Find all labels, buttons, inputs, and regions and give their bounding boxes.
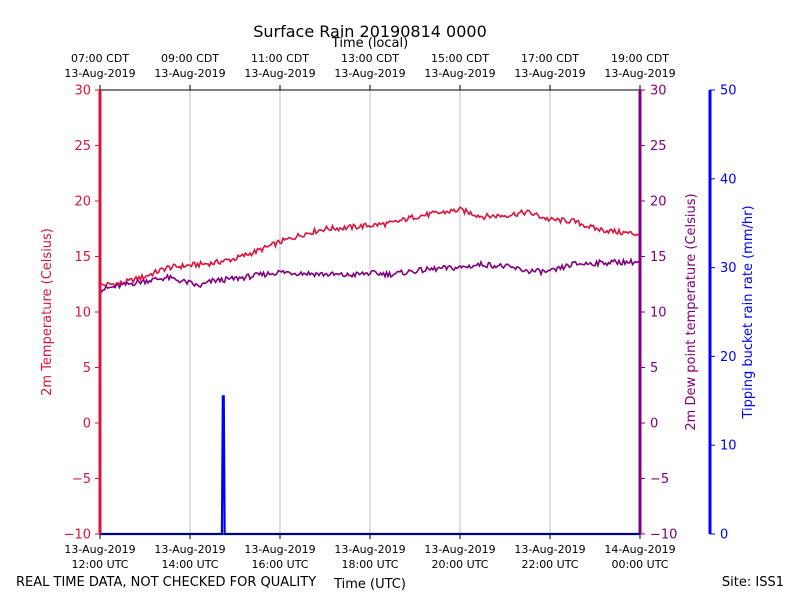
left-axis-label: 2m Temperature (Celsius) <box>40 228 55 396</box>
right1-tick-label: 20 <box>650 195 667 210</box>
series-line-right1 <box>99 257 641 294</box>
left-tick-label: 5 <box>83 361 91 376</box>
top-tick-label-date: 13-Aug-2019 <box>244 67 315 80</box>
right2-tick-label: 20 <box>720 350 737 365</box>
right2-tick-label: 40 <box>720 172 737 187</box>
top-tick-label-date: 13-Aug-2019 <box>64 67 135 80</box>
right2-tick-label: 50 <box>720 84 737 99</box>
top-tick-label-time: 09:00 CDT <box>161 52 219 65</box>
grid-lines <box>189 90 551 534</box>
top-axis-label: Time (local) <box>331 36 408 51</box>
bottom-tick-label-date: 13-Aug-2019 <box>64 543 135 556</box>
right1-tick-label: 0 <box>650 417 658 432</box>
bottom-tick-label-time: 16:00 UTC <box>251 558 308 571</box>
chart-title: Surface Rain 20190814 0000 <box>253 22 487 41</box>
bottom-tick-label-time: 20:00 UTC <box>431 558 488 571</box>
axes <box>98 89 712 535</box>
right1-tick-label: 15 <box>650 250 667 265</box>
left-tick-label: −5 <box>72 472 91 487</box>
right2-tick-label: 30 <box>720 261 737 276</box>
bottom-tick-label-date: 13-Aug-2019 <box>154 543 225 556</box>
top-tick-label-time: 13:00 CDT <box>341 52 399 65</box>
bottom-tick-label-time: 18:00 UTC <box>341 558 398 571</box>
right1-tick-label: −5 <box>650 472 669 487</box>
left-tick-label: 15 <box>74 250 91 265</box>
bottom-tick-label-date: 13-Aug-2019 <box>514 543 585 556</box>
top-tick-label-time: 07:00 CDT <box>71 52 129 65</box>
bottom-axis-label: Time (UTC) <box>333 577 406 592</box>
right1-tick-label: 30 <box>650 84 667 99</box>
top-tick-label-date: 13-Aug-2019 <box>604 67 675 80</box>
left-tick-label: −10 <box>64 528 91 543</box>
bottom-tick-label-time: 14:00 UTC <box>161 558 218 571</box>
right2-tick-label: 10 <box>720 439 737 454</box>
bottom-tick-label-date: 13-Aug-2019 <box>334 543 405 556</box>
right1-tick-label: 25 <box>650 139 667 154</box>
right2-axis-label: Tipping bucket rain rate (mm/hr) <box>741 205 756 419</box>
bottom-tick-label-date: 13-Aug-2019 <box>424 543 495 556</box>
bottom-tick-label-time: 12:00 UTC <box>71 558 128 571</box>
right1-tick-label: −10 <box>650 528 677 543</box>
top-tick-label-date: 13-Aug-2019 <box>334 67 405 80</box>
tick-labels: −10 −5 0 5 10 15 20 25 30 −10 −5 0 5 10 15 20 25 30 0 10 20 3… <box>64 52 737 571</box>
quality-note: REAL TIME DATA, NOT CHECKED FOR QUALITY <box>16 575 317 590</box>
left-tick-label: 20 <box>74 195 91 210</box>
left-tick-label: 0 <box>83 417 91 432</box>
right2-tick-label: 0 <box>720 528 728 543</box>
left-tick-label: 10 <box>74 306 91 321</box>
site-label: Site: ISS1 <box>721 575 784 590</box>
top-tick-label-date: 13-Aug-2019 <box>154 67 225 80</box>
right1-tick-label: 5 <box>650 361 658 376</box>
right1-axis-label: 2m Dew point temperature (Celsius) <box>684 193 699 430</box>
top-tick-label-time: 17:00 CDT <box>521 52 579 65</box>
bottom-tick-label-date: 13-Aug-2019 <box>244 543 315 556</box>
right1-tick-label: 10 <box>650 306 667 321</box>
left-tick-label: 30 <box>74 84 91 99</box>
top-tick-label-date: 13-Aug-2019 <box>424 67 495 80</box>
top-tick-label-time: 15:00 CDT <box>431 52 489 65</box>
top-tick-label-time: 19:00 CDT <box>611 52 669 65</box>
left-tick-label: 25 <box>74 139 91 154</box>
series-line-left <box>99 206 641 289</box>
top-tick-label-time: 11:00 CDT <box>251 52 309 65</box>
top-tick-label-date: 13-Aug-2019 <box>514 67 585 80</box>
bottom-tick-label-time: 22:00 UTC <box>521 558 578 571</box>
bottom-tick-label-time: 00:00 UTC <box>611 558 668 571</box>
bottom-tick-label-date: 14-Aug-2019 <box>604 543 675 556</box>
